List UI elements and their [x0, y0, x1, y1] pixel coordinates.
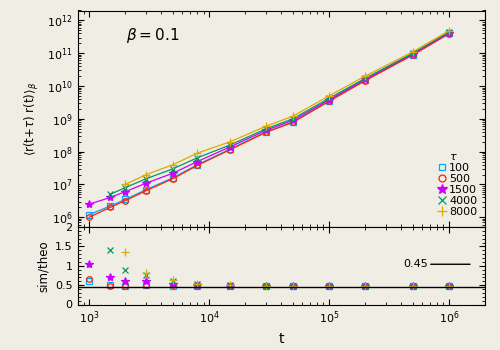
Legend: $\tau$, 100, 500, 1500, 4000, 8000: $\tau$, 100, 500, 1500, 4000, 8000 [436, 149, 480, 219]
Y-axis label: $\langle$r(t+$\tau$) r(t)$\rangle_\beta$: $\langle$r(t+$\tau$) r(t)$\rangle_\beta$ [24, 82, 42, 156]
Text: 0.45: 0.45 [404, 259, 428, 269]
Y-axis label: sim/theo: sim/theo [36, 240, 50, 292]
Text: $\beta = 0.1$: $\beta = 0.1$ [126, 26, 180, 45]
X-axis label: t: t [278, 331, 284, 345]
